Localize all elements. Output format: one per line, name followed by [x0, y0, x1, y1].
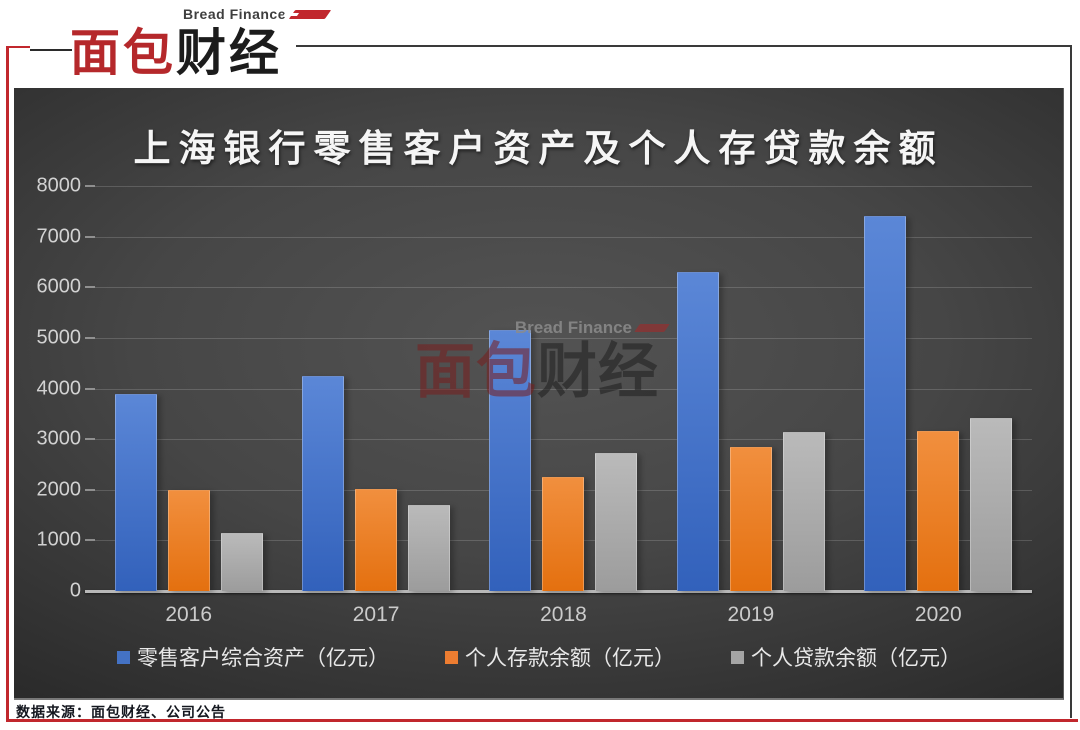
- legend-label: 个人贷款余额（亿元）: [751, 647, 961, 670]
- y-axis-label: 6000: [36, 275, 82, 298]
- y-axis-label: 5000: [36, 326, 82, 349]
- y-axis-tick: [85, 387, 95, 390]
- y-axis-label: 8000: [36, 174, 82, 197]
- bar-series0-2018: [489, 330, 532, 591]
- y-axis-tick: [85, 185, 95, 187]
- y-axis-tick: [85, 235, 95, 238]
- legend-marker-icon: [117, 650, 130, 664]
- bar-series1-2017: [355, 488, 398, 591]
- frame-dark-top: [296, 45, 1072, 47]
- logo-cn-red: 面包: [70, 25, 176, 81]
- x-axis-line: [85, 590, 1032, 593]
- bar-series1-2018: [542, 477, 585, 591]
- y-axis-label: 3000: [36, 427, 82, 450]
- bar-series1-2016: [167, 489, 210, 591]
- chart-card: 上海银行零售客户资产及个人存贷款余额 0 1000 2000 3000 4000 5000…: [14, 88, 1064, 700]
- brand-logo: 面包财经: [70, 28, 282, 78]
- logo-cn-dark: 财经: [176, 25, 282, 81]
- bar-series2-2018: [595, 453, 638, 591]
- frame-red-left: [6, 46, 9, 720]
- logo-red-swoosh-icon: [288, 9, 332, 19]
- legend-marker-icon: [445, 650, 458, 664]
- legend-label: 零售客户综合资产（亿元）: [137, 647, 389, 670]
- gridline: [95, 388, 1032, 390]
- x-axis-label: 2018: [540, 603, 587, 626]
- y-axis-label: 0: [69, 579, 81, 602]
- y-axis-label: 2000: [36, 478, 82, 501]
- gridline: [95, 236, 1032, 238]
- gridline: [95, 439, 1032, 441]
- legend-marker-icon: [731, 650, 744, 664]
- bar-series0-2019: [676, 272, 719, 591]
- bar-series1-2019: [729, 446, 772, 591]
- y-axis-label: 4000: [36, 377, 82, 399]
- bar-group-2017: [282, 186, 469, 591]
- y-axis-tick: [85, 488, 95, 491]
- y-axis-label: 1000: [36, 528, 82, 551]
- chart-legend: 零售客户综合资产（亿元） 个人存款余额（亿元） 个人贷款余额（亿元）: [14, 642, 1064, 672]
- frame-red-bottom: [6, 719, 1078, 722]
- bar-group-2016: [95, 186, 282, 591]
- y-axis-tick: [85, 336, 95, 339]
- bar-group-2020: [845, 186, 1032, 591]
- y-axis-tick: [85, 438, 95, 441]
- gridline: [95, 186, 1032, 187]
- bar-series1-2020: [917, 430, 960, 591]
- x-axis-label: 2020: [914, 603, 962, 626]
- bar-series2-2020: [970, 417, 1013, 591]
- gridline: [95, 337, 1032, 339]
- bar-group-2018: [470, 186, 657, 591]
- logo-en-label: Bread Finance: [183, 6, 286, 22]
- legend-item-series2: 个人贷款余额（亿元）: [731, 642, 961, 672]
- bar-series0-2016: [114, 393, 157, 591]
- x-axis-label: 2017: [352, 603, 400, 626]
- y-axis-label: 7000: [36, 225, 82, 248]
- data-source-note: 数据来源：面包财经、公司公告: [16, 706, 226, 721]
- frame-red-top-stub: [6, 46, 30, 48]
- bar-group-2019: [657, 186, 844, 591]
- bar-series0-2020: [864, 216, 907, 591]
- frame-dark-right: [1070, 45, 1072, 718]
- x-axis-label: 2019: [727, 603, 775, 626]
- legend-item-series1: 个人存款余额（亿元）: [445, 642, 675, 672]
- plot-area: 0 1000 2000 3000 4000 5000 6000 7000 8000 2016 201…: [37, 175, 1032, 626]
- legend-item-series0: 零售客户综合资产（亿元）: [117, 642, 389, 672]
- logo-en-text: Bread Finance: [183, 6, 332, 22]
- x-axis-label: 2016: [165, 603, 213, 626]
- chart-title: 上海银行零售客户资产及个人存贷款余额: [133, 128, 944, 169]
- legend-label: 个人存款余额（亿元）: [465, 647, 675, 670]
- bar-series2-2016: [220, 532, 263, 591]
- gridline: [95, 287, 1032, 289]
- y-axis-tick: [85, 286, 95, 289]
- bar-series0-2017: [302, 375, 345, 591]
- frame-dark-logo-left: [30, 49, 72, 51]
- y-axis-tick: [85, 539, 95, 542]
- bar-series2-2019: [782, 432, 825, 591]
- bar-series2-2017: [408, 504, 451, 591]
